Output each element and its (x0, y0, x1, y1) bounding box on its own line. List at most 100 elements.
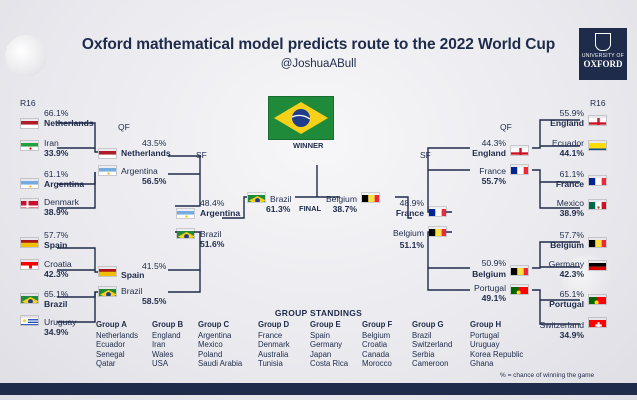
r16-left-1-pct: 33.9% (44, 148, 69, 158)
sf-right-0-pct: 48.9% (399, 198, 424, 208)
r16-right-5-name: Germany (548, 259, 584, 269)
qf-left-0-pct: 43.5% (142, 138, 167, 148)
qf-right-0-flag (510, 145, 529, 156)
qf-left-1-pct: 56.5% (142, 176, 167, 186)
group-team: Korea Republic (470, 349, 524, 359)
netherlands-flag-icon (21, 121, 38, 128)
france-flag-icon (511, 167, 528, 174)
r16-left-7-pct: 34.9% (44, 327, 69, 337)
group-team: Ghana (470, 359, 494, 368)
ecuador-flag-icon (589, 143, 606, 150)
r16-right-2-name: France (555, 179, 584, 189)
r16-right-7-name: Switzerland (539, 320, 584, 330)
r16-left-0-flag (20, 118, 39, 129)
r16-left-1-flag (20, 140, 39, 151)
footer-bar (0, 383, 637, 395)
group-team: Serbia (412, 349, 435, 359)
france-flag-icon (429, 209, 446, 216)
qf-right-1-name: France (479, 166, 506, 176)
r16-right-0-name: England (550, 118, 584, 128)
r16-right-0-pct: 55.9% (559, 108, 584, 118)
group-team: Morocco (362, 359, 392, 368)
group-team: Mexico (198, 340, 223, 349)
england-flag-icon (511, 148, 528, 155)
portugal-flag-icon (589, 297, 606, 304)
r16-header-right: R16 (590, 98, 606, 108)
qf-left-1-name: Argentina (121, 166, 158, 176)
r16-right-6-pct: 65.1% (559, 289, 584, 299)
qf-left-3-flag (98, 286, 117, 297)
argentina-flag-icon (99, 168, 116, 175)
logo-line1: UNIVERSITY OF (581, 53, 625, 59)
final-header: FINAL (299, 204, 322, 213)
final-0-name: Brazil (270, 194, 292, 204)
sf-header-right: SF (420, 150, 431, 160)
r16-left-5-name: Croatia (44, 259, 72, 269)
qf-left-1-flag (98, 165, 117, 176)
r16-right-1-flag (588, 140, 607, 151)
group-name: Group G (412, 320, 444, 329)
r16-left-6-name: Brazil (44, 299, 68, 309)
group-team: USA (152, 359, 169, 368)
qf-left-2-pct: 41.5% (142, 261, 167, 271)
logo-line2: OXFORD (583, 59, 623, 69)
croatia-flag-icon (21, 262, 38, 269)
group-team: Senegal (96, 349, 125, 359)
qf-left-2-flag (98, 266, 117, 277)
france-flag-icon (589, 178, 606, 185)
qf-left-2-name: Spain (121, 270, 145, 280)
group-col-b: Group B England Iran Wales USA (152, 320, 183, 369)
r16-left-2-name: Argentina (44, 179, 85, 189)
r16-right-3-pct: 38.9% (559, 208, 584, 218)
sf-right-1-pct: 51.1% (399, 240, 424, 250)
group-team: Brazil (412, 330, 432, 340)
qf-right-2-flag (510, 265, 529, 276)
spain-flag-icon (21, 240, 38, 247)
twitter-handle: @JoshuaABull (280, 58, 357, 70)
group-name: Group B (152, 320, 184, 329)
group-name: Group F (362, 320, 393, 329)
switzerland-flag-icon (589, 320, 606, 327)
brazil-flag-icon (177, 231, 194, 238)
final-0-flag (247, 192, 266, 203)
group-team: Canada (362, 349, 390, 359)
r16-left-7-name: Uruguay (44, 317, 77, 327)
r16-right-1-pct: 44.1% (559, 148, 584, 158)
uruguay-flag-icon (21, 318, 38, 325)
oxford-logo: UNIVERSITY OF OXFORD (579, 28, 627, 80)
r16-left-6-flag (20, 293, 39, 304)
r16-right-0-flag (588, 115, 607, 126)
belgium-flag-icon (589, 240, 606, 247)
r16-right-1-name: Ecuador (551, 138, 584, 148)
denmark-flag-icon (21, 201, 38, 208)
group-team: Wales (152, 349, 174, 359)
oxford-crest-icon (595, 33, 611, 51)
group-team: Switzerland (412, 340, 453, 349)
england-flag-icon (589, 118, 606, 125)
sf-left-0-pct: 48.4% (200, 198, 225, 208)
group-team: Portugal (470, 330, 500, 340)
winner-flag-brazil (268, 96, 334, 140)
final-1-name: Belgium (325, 194, 357, 204)
r16-right-4-pct: 57.7% (559, 230, 584, 240)
group-col-h: Group H Portugal Uruguay Korea Republic … (470, 320, 523, 369)
belgium-flag-icon (429, 229, 446, 236)
qf-right-3-pct: 49.1% (481, 293, 506, 303)
sf-right-0-name: France (395, 208, 424, 218)
group-team: Denmark (258, 340, 290, 349)
brazil-flag-icon (99, 289, 116, 296)
spain-flag-icon (99, 269, 116, 276)
qf-header-right: QF (500, 122, 512, 132)
qf-left-0-name: Netherlands (121, 148, 171, 158)
r16-left-0-name: Netherlands (44, 118, 94, 128)
group-col-e: Group E Spain Germany Japan Costa Rica (310, 320, 348, 369)
r16-right-7-pct: 34.9% (559, 330, 584, 340)
r16-right-6-flag (588, 294, 607, 305)
r16-left-2-pct: 61.1% (44, 169, 69, 179)
footnote: % = chance of winning the game (500, 372, 595, 379)
sf-left-1-flag (176, 228, 195, 239)
sf-left-1-pct: 51.6% (200, 239, 225, 249)
group-team: England (152, 330, 181, 340)
r16-left-7-flag (20, 315, 39, 326)
group-standings-title: GROUP STANDINGS (274, 308, 363, 318)
